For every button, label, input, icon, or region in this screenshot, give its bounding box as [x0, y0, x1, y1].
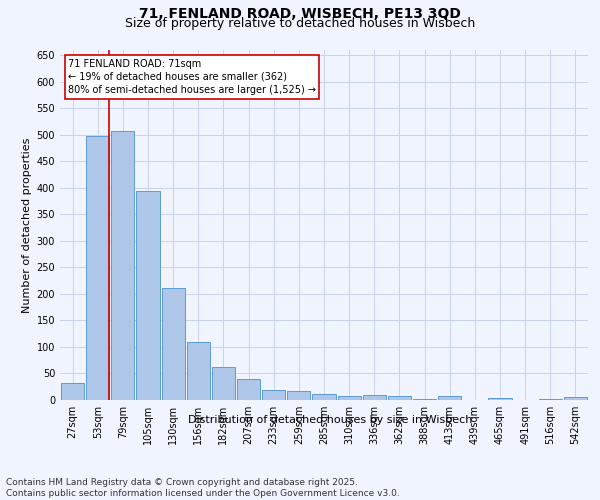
Bar	[338, 396, 361, 400]
Bar	[61, 382, 84, 400]
Bar	[363, 395, 386, 400]
Bar	[488, 398, 512, 400]
Text: 71 FENLAND ROAD: 71sqm
← 19% of detached houses are smaller (362)
80% of semi-de: 71 FENLAND ROAD: 71sqm ← 19% of detached…	[68, 59, 316, 95]
Bar	[237, 379, 260, 400]
Text: Contains HM Land Registry data © Crown copyright and database right 2025.
Contai: Contains HM Land Registry data © Crown c…	[6, 478, 400, 498]
Bar	[438, 396, 461, 400]
Bar	[262, 390, 285, 400]
Bar	[187, 342, 210, 400]
Text: 71, FENLAND ROAD, WISBECH, PE13 3QD: 71, FENLAND ROAD, WISBECH, PE13 3QD	[139, 8, 461, 22]
Bar	[161, 288, 185, 400]
Bar	[212, 367, 235, 400]
Bar	[539, 399, 562, 400]
Bar	[86, 136, 109, 400]
Bar	[313, 394, 335, 400]
Bar	[413, 399, 436, 400]
Bar	[388, 396, 411, 400]
Text: Distribution of detached houses by size in Wisbech: Distribution of detached houses by size …	[188, 415, 472, 425]
Y-axis label: Number of detached properties: Number of detached properties	[22, 138, 32, 312]
Bar	[136, 190, 160, 400]
Bar	[564, 398, 587, 400]
Bar	[287, 391, 310, 400]
Text: Size of property relative to detached houses in Wisbech: Size of property relative to detached ho…	[125, 18, 475, 30]
Bar	[111, 131, 134, 400]
